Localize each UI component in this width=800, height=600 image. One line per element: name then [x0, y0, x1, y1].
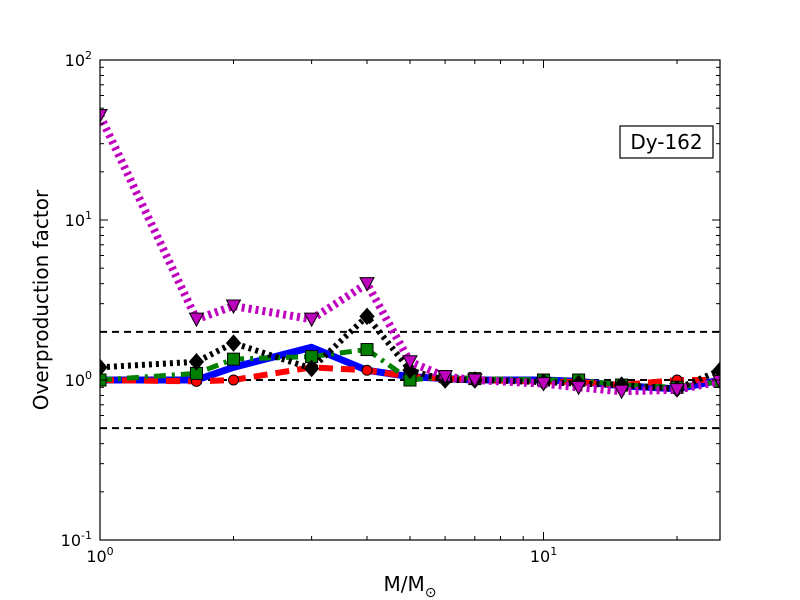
- y-tick-label: 10-1: [61, 529, 92, 550]
- data-point-triangle: [225, 299, 242, 315]
- y-tick-label: 101: [65, 209, 92, 230]
- data-point-circle: [228, 374, 240, 386]
- annotation-box: Dy-162: [619, 125, 714, 159]
- series-layer: [100, 108, 720, 400]
- x-tick-label: 100: [86, 545, 113, 566]
- y-tick-label: 100: [65, 369, 92, 390]
- data-point-triangle: [437, 370, 453, 385]
- data-point-square: [227, 352, 241, 366]
- data-point-triangle: [712, 374, 720, 390]
- data-point-triangle: [570, 380, 587, 396]
- data-point-triangle: [535, 377, 552, 392]
- data-point-square: [360, 343, 374, 357]
- data-point-circle: [361, 364, 373, 376]
- data-point-triangle: [188, 312, 205, 328]
- x-tick-label: 101: [530, 545, 557, 566]
- data-point-triangle: [359, 277, 375, 292]
- data-point-diamond: [303, 359, 320, 378]
- y-axis-label: Overproduction factor: [29, 189, 53, 410]
- data-point-triangle: [303, 312, 320, 328]
- data-point-diamond: [225, 334, 242, 352]
- data-point-triangle: [613, 384, 630, 400]
- data-point-diamond: [188, 353, 205, 371]
- data-point-triangle: [669, 383, 685, 398]
- data-point-triangle: [100, 108, 108, 124]
- x-axis-label: M/M⊙: [384, 572, 437, 600]
- data-point-triangle: [402, 355, 418, 370]
- data-point-diamond: [100, 358, 108, 377]
- data-point-diamond: [359, 307, 375, 326]
- y-tick-label: 102: [65, 49, 92, 70]
- annotation-label: Dy-162: [630, 130, 702, 154]
- data-point-diamond: [712, 361, 720, 380]
- data-point-triangle: [466, 373, 483, 389]
